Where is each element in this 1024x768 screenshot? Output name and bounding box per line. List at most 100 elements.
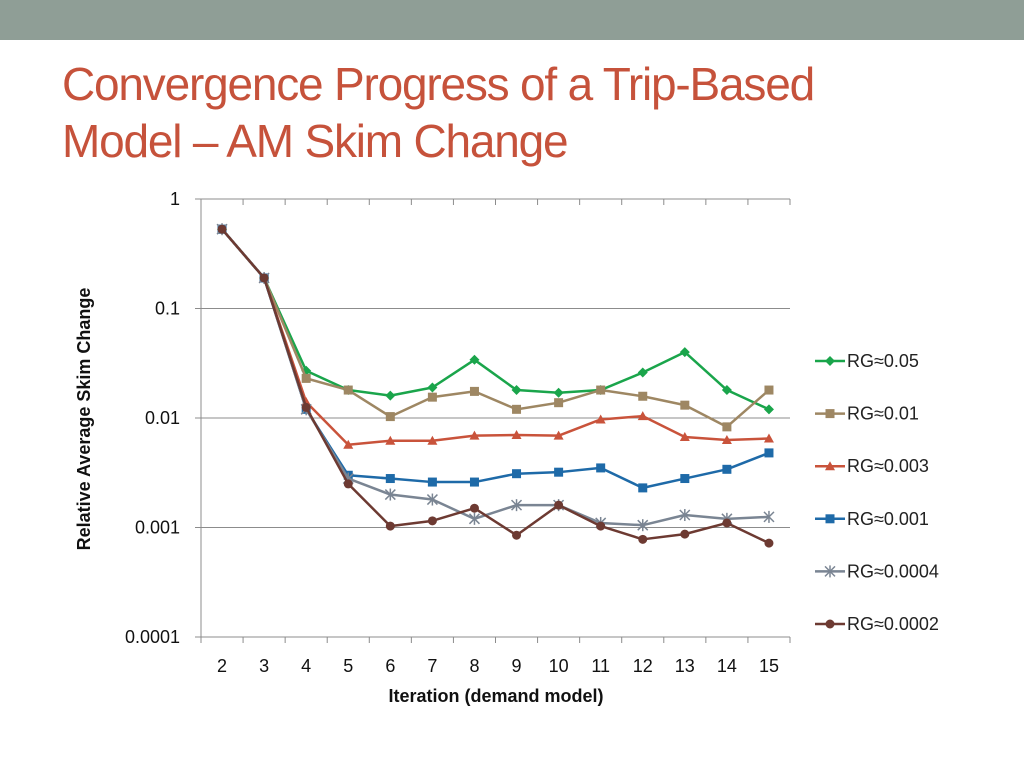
data-point [638, 391, 648, 401]
data-point [301, 402, 311, 412]
data-point [469, 503, 479, 513]
data-point [721, 434, 732, 444]
x-tick-label: 13 [675, 656, 695, 676]
data-point [763, 433, 774, 443]
header-bar [0, 0, 1024, 40]
data-point [427, 435, 438, 445]
data-point [427, 392, 437, 402]
x-tick-label: 9 [512, 656, 522, 676]
data-point [259, 273, 269, 283]
data-point [427, 477, 437, 487]
data-point [679, 347, 690, 358]
slide-title-line-1: Convergence Progress of a Trip-Based [62, 58, 815, 110]
x-tick-label: 2 [217, 656, 227, 676]
data-point [385, 474, 395, 484]
y-tick-label: 0.001 [135, 518, 180, 538]
legend-item-5: RG≈0.0002 [815, 614, 939, 634]
legend-label: RG≈0.001 [847, 509, 929, 529]
legend-marker [825, 461, 835, 471]
data-point [511, 499, 523, 512]
series-line [221, 228, 770, 429]
data-point [722, 464, 732, 474]
data-point [638, 483, 648, 493]
legend-item-1: RG≈0.01 [815, 404, 919, 424]
y-tick-label: 0.01 [145, 408, 180, 428]
data-point [511, 429, 522, 439]
x-tick-label: 8 [469, 656, 479, 676]
y-tick-label: 0.0001 [125, 627, 180, 647]
series-4 [216, 223, 775, 532]
legend-label: RG≈0.003 [847, 456, 929, 476]
data-point [764, 448, 774, 458]
data-point [469, 354, 480, 365]
x-tick-label: 14 [717, 656, 737, 676]
data-point [343, 479, 353, 489]
data-point [637, 519, 649, 532]
data-point [680, 400, 690, 410]
data-point [512, 469, 522, 479]
data-point [637, 411, 648, 421]
legend: RG≈0.05 RG≈0.01 RG≈0.003 RG≈0.001 RG≈0.0004 R… [815, 351, 939, 634]
x-tick-label: 3 [259, 656, 269, 676]
data-point [217, 224, 227, 234]
data-point [637, 367, 648, 378]
data-point [469, 477, 479, 487]
data-point [680, 474, 690, 484]
data-point [385, 435, 396, 445]
legend-marker [825, 409, 835, 419]
data-point [343, 385, 353, 395]
legend-marker [824, 565, 836, 578]
x-tick-label: 6 [385, 656, 395, 676]
legend-marker [825, 356, 835, 366]
legend-item-3: RG≈0.001 [815, 509, 929, 529]
x-tick-label: 15 [759, 656, 779, 676]
data-point [722, 422, 732, 432]
x-tick-label: 10 [549, 656, 569, 676]
data-point [638, 534, 648, 544]
data-point [554, 467, 564, 477]
y-tick-label: 0.1 [155, 299, 180, 319]
data-point [301, 373, 311, 383]
data-point [512, 530, 522, 540]
x-tick-label: 5 [343, 656, 353, 676]
legend-item-0: RG≈0.05 [815, 351, 919, 371]
series-1 [217, 224, 774, 432]
x-tick-label: 7 [427, 656, 437, 676]
data-point [512, 404, 522, 414]
legend-marker [825, 619, 835, 629]
series-5 [217, 224, 774, 548]
data-point [511, 385, 522, 396]
slide-title-line-2: Model – AM Skim Change [62, 115, 569, 167]
data-point [721, 385, 732, 396]
y-tick-label: 1 [170, 189, 180, 209]
data-point [680, 529, 690, 539]
data-point [385, 521, 395, 531]
x-tick-label: 12 [633, 656, 653, 676]
data-point [427, 382, 438, 393]
axes: 1 0.1 0.01 0.001 0.0001 2 3 4 5 6 7 8 9 10 11 12 13 14 15 [125, 189, 791, 676]
x-tick-label: 4 [301, 656, 311, 676]
data-point [469, 386, 479, 396]
data-point [763, 404, 774, 415]
legend-label: RG≈0.0004 [847, 561, 939, 581]
legend-item-4: RG≈0.0004 [815, 561, 939, 581]
data-point [384, 488, 396, 501]
data-point [764, 538, 774, 548]
series-line [221, 228, 770, 411]
data-point [722, 518, 732, 528]
data-point [554, 398, 564, 408]
data-point [596, 521, 606, 531]
x-axis-title: Iteration (demand model) [388, 686, 603, 706]
series-line [221, 228, 770, 545]
data-point [764, 385, 774, 395]
legend-label: RG≈0.01 [847, 404, 919, 424]
data-point [553, 430, 564, 440]
data-point [596, 463, 606, 473]
series-line [221, 228, 770, 490]
data-point [427, 516, 437, 526]
x-tick-label: 11 [591, 656, 610, 676]
data-point [385, 412, 395, 422]
data-point [468, 512, 480, 525]
data-point [426, 493, 438, 506]
data-point [554, 500, 564, 510]
